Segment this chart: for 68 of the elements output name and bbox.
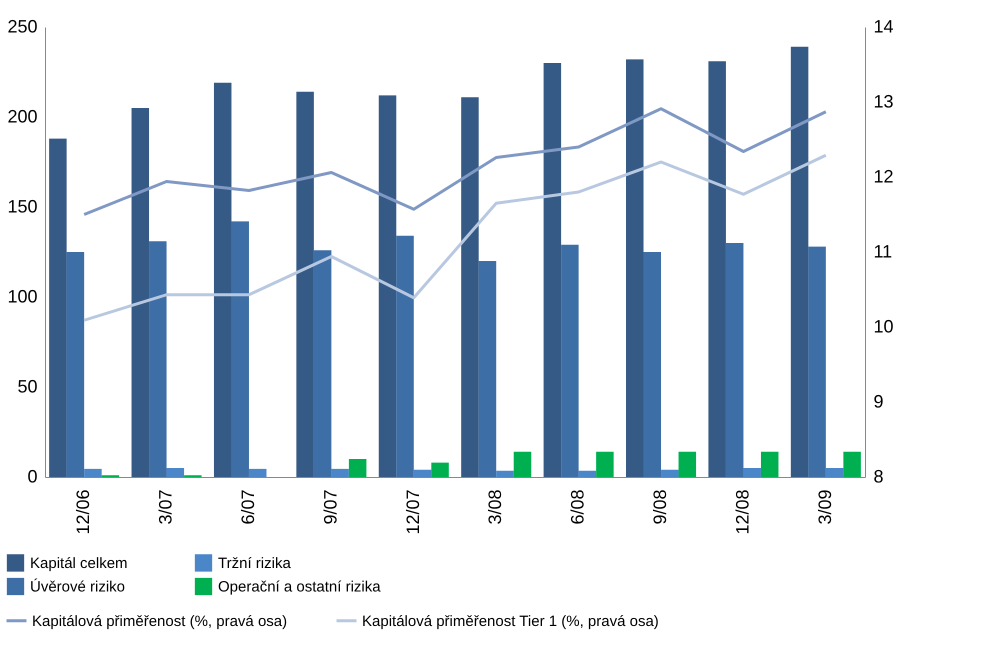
bar <box>826 468 844 477</box>
x-tick-label: 6/07 <box>238 490 258 525</box>
bar <box>461 97 479 477</box>
legend-label: Úvěrové riziko <box>30 578 126 596</box>
y-tick-label: 250 <box>7 16 38 36</box>
x-tick-label: 3/09 <box>814 490 835 525</box>
x-tick-label: 3/08 <box>485 490 506 525</box>
bar <box>644 252 662 477</box>
legend-label: Kapitálová přiměřenost (%, pravá osa) <box>32 612 288 630</box>
y2-tick-label: 9 <box>874 392 884 412</box>
bar <box>166 468 184 477</box>
legend-label: Kapitálová přiměřenost Tier 1 (%, pravá osa) <box>362 612 659 630</box>
bar <box>132 108 150 477</box>
y2-tick-label: 13 <box>874 92 894 112</box>
bar <box>596 452 614 477</box>
bar <box>808 246 826 477</box>
bar <box>231 221 249 477</box>
y2-tick-label: 14 <box>874 16 894 36</box>
legend-label: Operační a ostatní rizika <box>218 578 382 596</box>
bar <box>431 462 449 477</box>
y2-tick-label: 10 <box>874 316 894 336</box>
bar <box>626 59 644 477</box>
bar <box>66 252 84 477</box>
bar <box>214 82 232 477</box>
bar <box>544 63 562 477</box>
y2-tick-label: 12 <box>874 166 894 186</box>
bar <box>314 250 332 477</box>
bar <box>84 468 102 477</box>
x-tick-label: 12/07 <box>402 490 423 535</box>
bar <box>49 138 67 477</box>
x-tick-label: 12/08 <box>732 490 752 535</box>
bar <box>743 468 761 477</box>
x-tick-label: 12/06 <box>73 490 94 535</box>
bar <box>496 470 514 477</box>
bar <box>661 470 679 477</box>
legend-label: Tržní rizika <box>218 554 292 572</box>
x-tick-label: 9/07 <box>320 490 340 525</box>
bar <box>331 468 349 477</box>
bar <box>708 61 726 477</box>
bar <box>561 244 579 477</box>
bar <box>514 452 532 477</box>
bar <box>843 452 861 477</box>
bar <box>248 468 266 477</box>
bar <box>378 95 396 477</box>
bar <box>760 452 778 477</box>
bar <box>296 92 314 477</box>
y-tick-label: 150 <box>7 196 38 216</box>
x-tick-label: 9/08 <box>650 490 670 525</box>
x-tick-label: 6/08 <box>568 490 588 525</box>
bar <box>149 241 167 477</box>
y-tick-label: 100 <box>7 286 38 306</box>
bar <box>578 470 596 477</box>
y2-tick-label: 11 <box>874 242 892 262</box>
bar <box>790 46 808 477</box>
bar <box>414 470 432 477</box>
x-tick-label: 3/07 <box>156 490 176 525</box>
line-series <box>82 154 828 322</box>
bar <box>396 236 414 477</box>
bar <box>678 452 696 477</box>
legend-label: Kapitál celkem <box>30 554 128 572</box>
y-tick-label: 50 <box>17 376 38 396</box>
bar <box>726 243 744 477</box>
y2-tick-label: 8 <box>874 466 884 486</box>
line-series <box>82 107 828 216</box>
y-tick-label: 0 <box>27 466 38 486</box>
bar <box>478 261 496 477</box>
y-tick-label: 200 <box>7 106 38 126</box>
bar <box>348 459 366 477</box>
